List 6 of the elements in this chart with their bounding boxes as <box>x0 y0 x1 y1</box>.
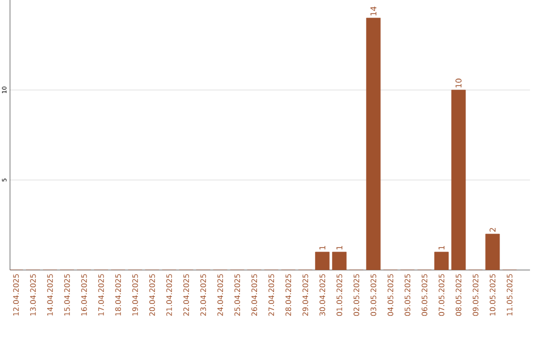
bar <box>366 18 381 270</box>
bar <box>434 252 449 270</box>
bar <box>332 252 347 270</box>
bar <box>485 234 500 270</box>
bar <box>451 90 466 270</box>
bar <box>315 252 330 270</box>
